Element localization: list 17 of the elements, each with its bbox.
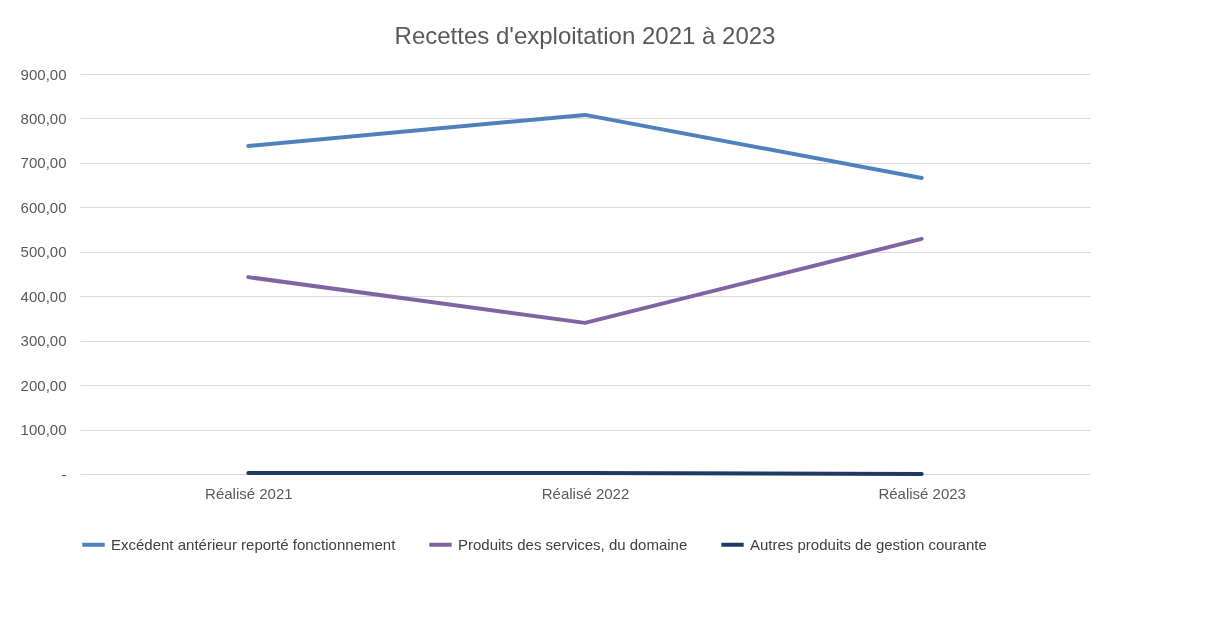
y-tick-label: 200,00	[20, 376, 67, 394]
legend-label: Autres produits de gestion courante	[750, 535, 987, 553]
y-tick-label: 300,00	[20, 332, 67, 350]
y-tick-label: 100,00	[20, 421, 67, 439]
x-tick-label: Réalisé 2021	[205, 484, 293, 502]
y-tick-label: 800,00	[20, 109, 67, 127]
y-tick-label: 700,00	[20, 154, 67, 172]
y-tick-label: 500,00	[20, 243, 67, 261]
chart-title: Recettes d'exploitation 2021 à 2023	[394, 22, 776, 49]
y-tick-label: 600,00	[20, 198, 67, 216]
legend-label: Produits des services, du domaine	[458, 535, 688, 553]
y-tick-label: -	[61, 465, 67, 483]
x-tick-label: Réalisé 2022	[541, 484, 630, 502]
y-tick-label: 900,00	[20, 65, 67, 83]
x-tick-label: Réalisé 2023	[878, 484, 966, 502]
legend-label: Excédent antérieur reporté fonctionnement	[111, 535, 397, 553]
y-tick-label: 400,00	[20, 287, 67, 305]
